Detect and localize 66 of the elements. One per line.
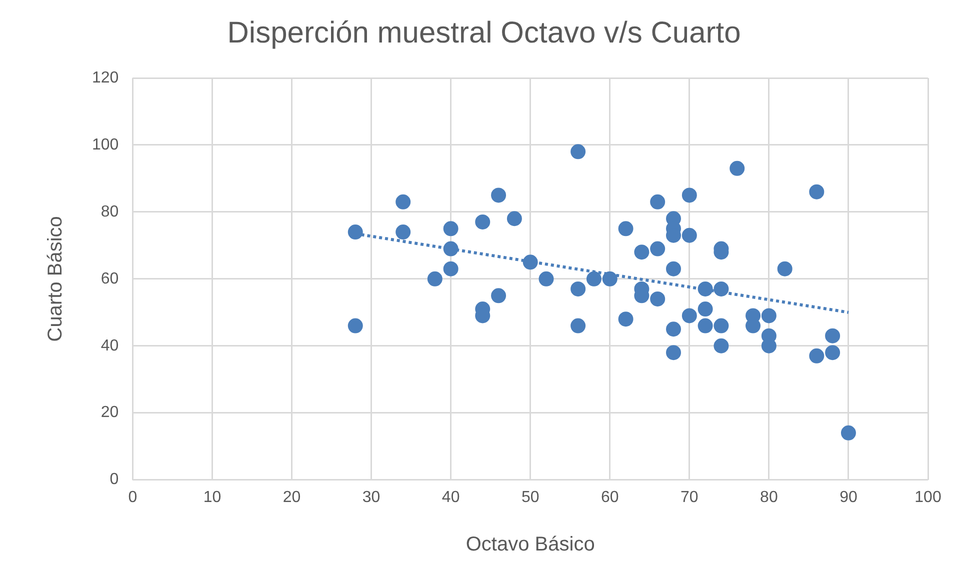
point (443, 241, 458, 256)
x-tick-label: 90 (840, 488, 858, 506)
point (506, 211, 522, 226)
y-tick-label: 120 (92, 69, 119, 86)
point (443, 261, 458, 276)
x-tick-label: 20 (282, 488, 301, 506)
point (825, 345, 840, 360)
x-tick-label: 80 (760, 488, 778, 506)
x-tick-label: 40 (442, 488, 460, 506)
x-tick-label: 10 (203, 488, 222, 506)
point (491, 288, 506, 304)
point (650, 194, 666, 210)
point (666, 345, 682, 360)
point (698, 302, 713, 317)
point (570, 318, 586, 334)
point (809, 348, 824, 364)
point (618, 312, 634, 327)
point (522, 254, 538, 270)
point (491, 188, 506, 203)
chart-title: Disperción muestral Octavo v/s Cuarto (227, 16, 741, 50)
y-tick-label: 20 (100, 404, 119, 422)
point (570, 281, 586, 296)
point (650, 291, 666, 306)
point (348, 224, 363, 240)
x-axis-title: Octavo Básico (466, 534, 595, 556)
point (538, 271, 554, 286)
y-tick-label: 60 (100, 270, 119, 288)
point (427, 271, 442, 286)
point (840, 425, 856, 440)
point (698, 318, 713, 334)
point (475, 214, 490, 230)
point (682, 228, 697, 243)
point (634, 244, 650, 260)
point (396, 194, 411, 210)
x-tick-label: 70 (680, 488, 698, 506)
x-tick-label: 100 (914, 488, 942, 506)
point (698, 281, 713, 296)
y-tick-label: 40 (100, 337, 119, 354)
point (714, 281, 729, 296)
point (714, 338, 729, 354)
point (714, 318, 729, 334)
point (682, 188, 697, 203)
point (825, 328, 840, 344)
point (443, 221, 458, 236)
x-tick-label: 0 (128, 488, 138, 506)
y-tick-label: 80 (100, 203, 119, 220)
y-tick-label: 100 (92, 136, 119, 154)
point (777, 261, 792, 276)
point (666, 261, 682, 276)
point (602, 271, 618, 286)
y-axis-title: Cuarto Básico (44, 216, 67, 342)
point (586, 271, 602, 286)
point (730, 160, 745, 176)
x-tick-label: 60 (600, 488, 619, 506)
point (666, 322, 682, 337)
x-tick-label: 30 (362, 488, 380, 506)
y-tick-label: 0 (110, 471, 119, 488)
point (570, 144, 586, 160)
point (682, 308, 697, 324)
point (618, 221, 634, 236)
point (650, 241, 666, 256)
point (396, 224, 411, 240)
x-tick-label: 50 (521, 488, 540, 506)
point (761, 308, 776, 324)
point (348, 318, 363, 334)
point (809, 184, 824, 200)
